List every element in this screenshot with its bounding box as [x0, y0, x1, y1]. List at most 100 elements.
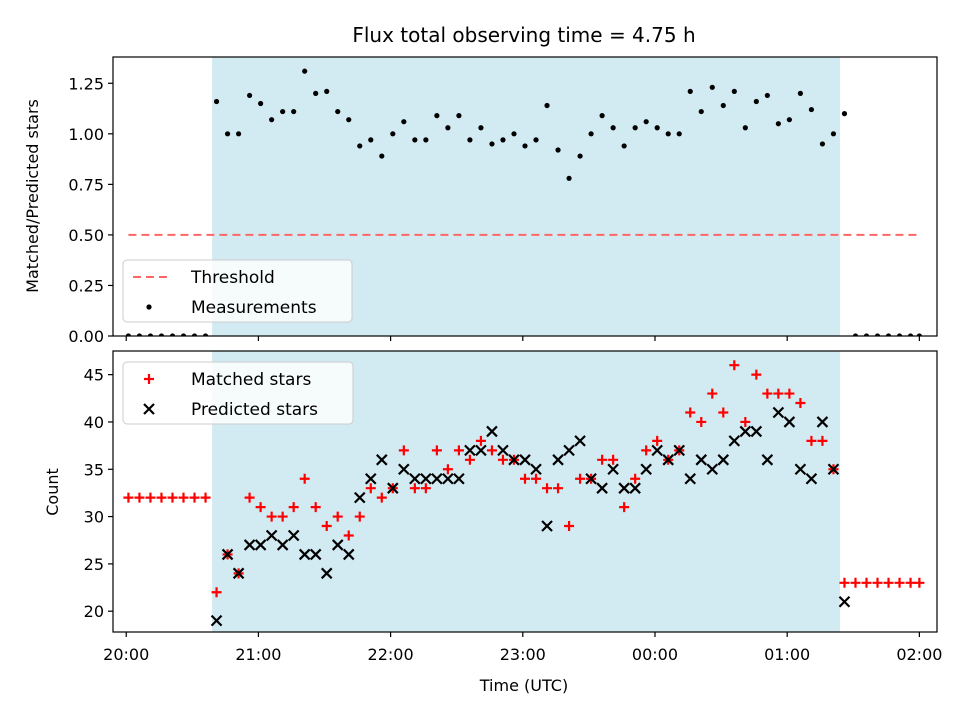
predicted-star-point	[684, 472, 697, 485]
measurement-point	[456, 113, 462, 119]
predicted-star-point	[750, 425, 763, 438]
measurement-point	[841, 111, 848, 117]
measurement-point	[577, 153, 583, 159]
predicted-star-point	[364, 472, 377, 485]
x-tick-label: 01:00	[764, 645, 810, 664]
x-tick-label: 22:00	[368, 645, 414, 664]
predicted-star-point	[453, 472, 465, 485]
measurement-point	[302, 68, 308, 74]
top-series-1	[125, 68, 922, 336]
measurement-point	[676, 131, 682, 137]
matched-star-point	[420, 483, 431, 494]
measurement-point	[566, 175, 572, 181]
matched-star-point	[718, 407, 729, 418]
predicted-star-point	[254, 539, 267, 551]
matched-star-point	[707, 388, 718, 399]
matched-star-point	[784, 388, 795, 399]
predicted-star-point	[221, 548, 234, 561]
measurement-point	[720, 102, 726, 109]
measurement-point	[401, 119, 407, 125]
predicted-star-point	[706, 463, 719, 476]
matched-star-point	[376, 492, 387, 503]
matched-star-point	[817, 435, 828, 446]
predicted-star-point	[552, 454, 564, 466]
predicted-star-point	[827, 463, 840, 476]
bottom-legend: Matched stars Predicted stars	[122, 361, 354, 425]
matched-star-point	[630, 473, 641, 484]
bottom-legend-box	[122, 361, 354, 425]
predicted-star-point	[497, 444, 509, 457]
matched-star-point	[365, 483, 376, 494]
measurement-point	[489, 141, 495, 147]
measurement-point	[390, 131, 396, 137]
measurement-point	[544, 102, 550, 109]
matched-star-point	[134, 492, 145, 503]
measurement-point	[797, 90, 804, 96]
matched-star-point	[211, 587, 222, 598]
measurement-point	[246, 92, 253, 99]
matched-star-point	[773, 388, 784, 399]
measurement-point	[698, 108, 704, 115]
bottom-axes-frame	[112, 350, 938, 633]
measurement-point	[269, 117, 275, 123]
matched-star-point	[619, 502, 630, 513]
predicted-star-point	[276, 539, 289, 551]
measurement-point	[742, 125, 748, 131]
measurement-point	[467, 137, 473, 143]
measurement-point	[863, 333, 870, 336]
matched-star-point	[564, 521, 575, 532]
measurement-point	[202, 333, 209, 336]
matched-star-point	[145, 492, 156, 503]
matched-star-point	[409, 483, 420, 494]
matched-star-point	[685, 407, 696, 418]
matched-star-point	[806, 435, 817, 446]
legend-label: Matched stars	[191, 370, 311, 390]
bottom-y-tick-label: 45	[84, 366, 104, 385]
matched-star-point	[894, 577, 905, 588]
measurement-point	[709, 84, 715, 90]
matched-star-point	[486, 445, 497, 456]
legend-predicted-swatch	[143, 403, 155, 415]
measurement-point	[324, 88, 330, 94]
matched-star-point	[553, 483, 564, 494]
measurement-point	[169, 333, 176, 336]
measurement-point	[610, 125, 616, 131]
measurement-point	[412, 137, 418, 143]
matched-star-point	[442, 464, 453, 475]
measurement-point	[533, 137, 539, 143]
predicted-star-point	[761, 454, 774, 466]
measurement-point	[357, 143, 363, 149]
predicted-star-point	[320, 567, 333, 580]
predicted-star-point	[265, 529, 278, 542]
matched-star-point	[905, 577, 916, 588]
predicted-star-point	[717, 454, 730, 466]
matched-star-point	[332, 511, 343, 522]
predicted-star-point	[805, 472, 818, 485]
measurement-point	[522, 143, 528, 149]
predicted-star-point	[838, 595, 851, 608]
measurement-point	[368, 137, 374, 143]
bottom-y-tick-label: 25	[84, 555, 104, 574]
x-axis-label: Time (UTC)	[479, 676, 568, 695]
measurement-point	[830, 131, 837, 137]
legend-label: Measurements	[191, 298, 317, 318]
matched-star-point	[872, 577, 883, 588]
predicted-star-point	[651, 444, 663, 457]
matched-star-point	[652, 435, 663, 446]
measurement-point	[158, 333, 165, 336]
top-axes-frame	[112, 56, 938, 337]
measurement-point	[213, 98, 220, 105]
measurement-point	[907, 333, 914, 336]
bottom-plot-area	[123, 360, 925, 627]
predicted-star-point	[585, 472, 597, 485]
matched-star-point	[288, 502, 299, 513]
matched-star-point	[123, 492, 134, 503]
x-tick-label: 21:00	[235, 645, 281, 664]
measurement-point	[555, 147, 561, 153]
top-plot-area	[125, 68, 922, 336]
measurement-point	[654, 125, 660, 131]
predicted-star-point	[728, 435, 741, 447]
predicted-star-point	[772, 406, 785, 419]
measurement-point	[852, 333, 859, 336]
predicted-star-point	[519, 454, 531, 466]
